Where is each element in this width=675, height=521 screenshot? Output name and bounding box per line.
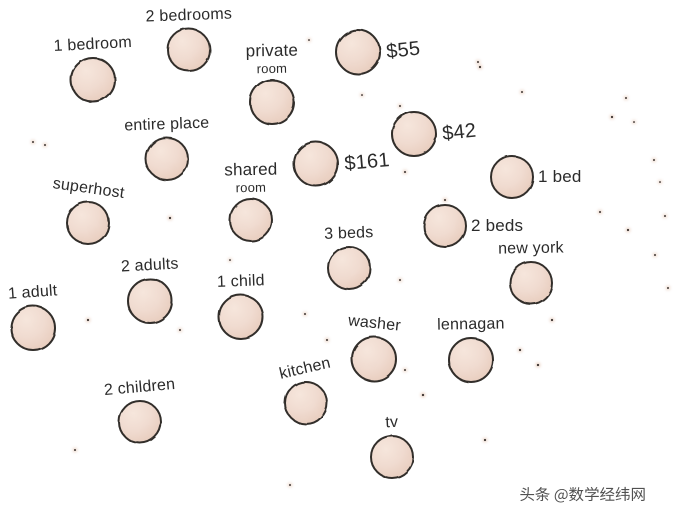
svg-text:tv: tv	[385, 414, 399, 432]
svg-text:washer: washer	[346, 312, 402, 335]
svg-text:2 adults: 2 adults	[121, 256, 179, 276]
svg-text:2 bedrooms: 2 bedrooms	[145, 5, 232, 25]
svg-text:kitchen: kitchen	[278, 354, 333, 382]
svg-text:$55: $55	[385, 38, 421, 63]
svg-text:new york: new york	[498, 239, 565, 257]
svg-text:shared: shared	[224, 160, 278, 180]
svg-text:lennagan: lennagan	[437, 315, 505, 333]
svg-text:room: room	[236, 180, 267, 196]
svg-text:room: room	[257, 61, 288, 77]
svg-text:1 bed: 1 bed	[538, 167, 582, 186]
svg-text:$161: $161	[344, 149, 391, 175]
svg-text:private: private	[246, 41, 299, 61]
svg-text:2 children: 2 children	[103, 376, 176, 399]
svg-text:头条 @数学经纬网: 头条 @数学经纬网	[519, 483, 646, 505]
svg-text:superhost: superhost	[52, 175, 126, 202]
svg-text:2 beds: 2 beds	[471, 216, 523, 235]
svg-text:3 beds: 3 beds	[324, 224, 374, 243]
svg-text:$42: $42	[441, 120, 477, 145]
svg-text:1 child: 1 child	[217, 272, 265, 291]
svg-text:1 bedroom: 1 bedroom	[53, 34, 132, 55]
svg-text:1 adult: 1 adult	[7, 282, 58, 302]
svg-text:entire place: entire place	[124, 115, 210, 135]
